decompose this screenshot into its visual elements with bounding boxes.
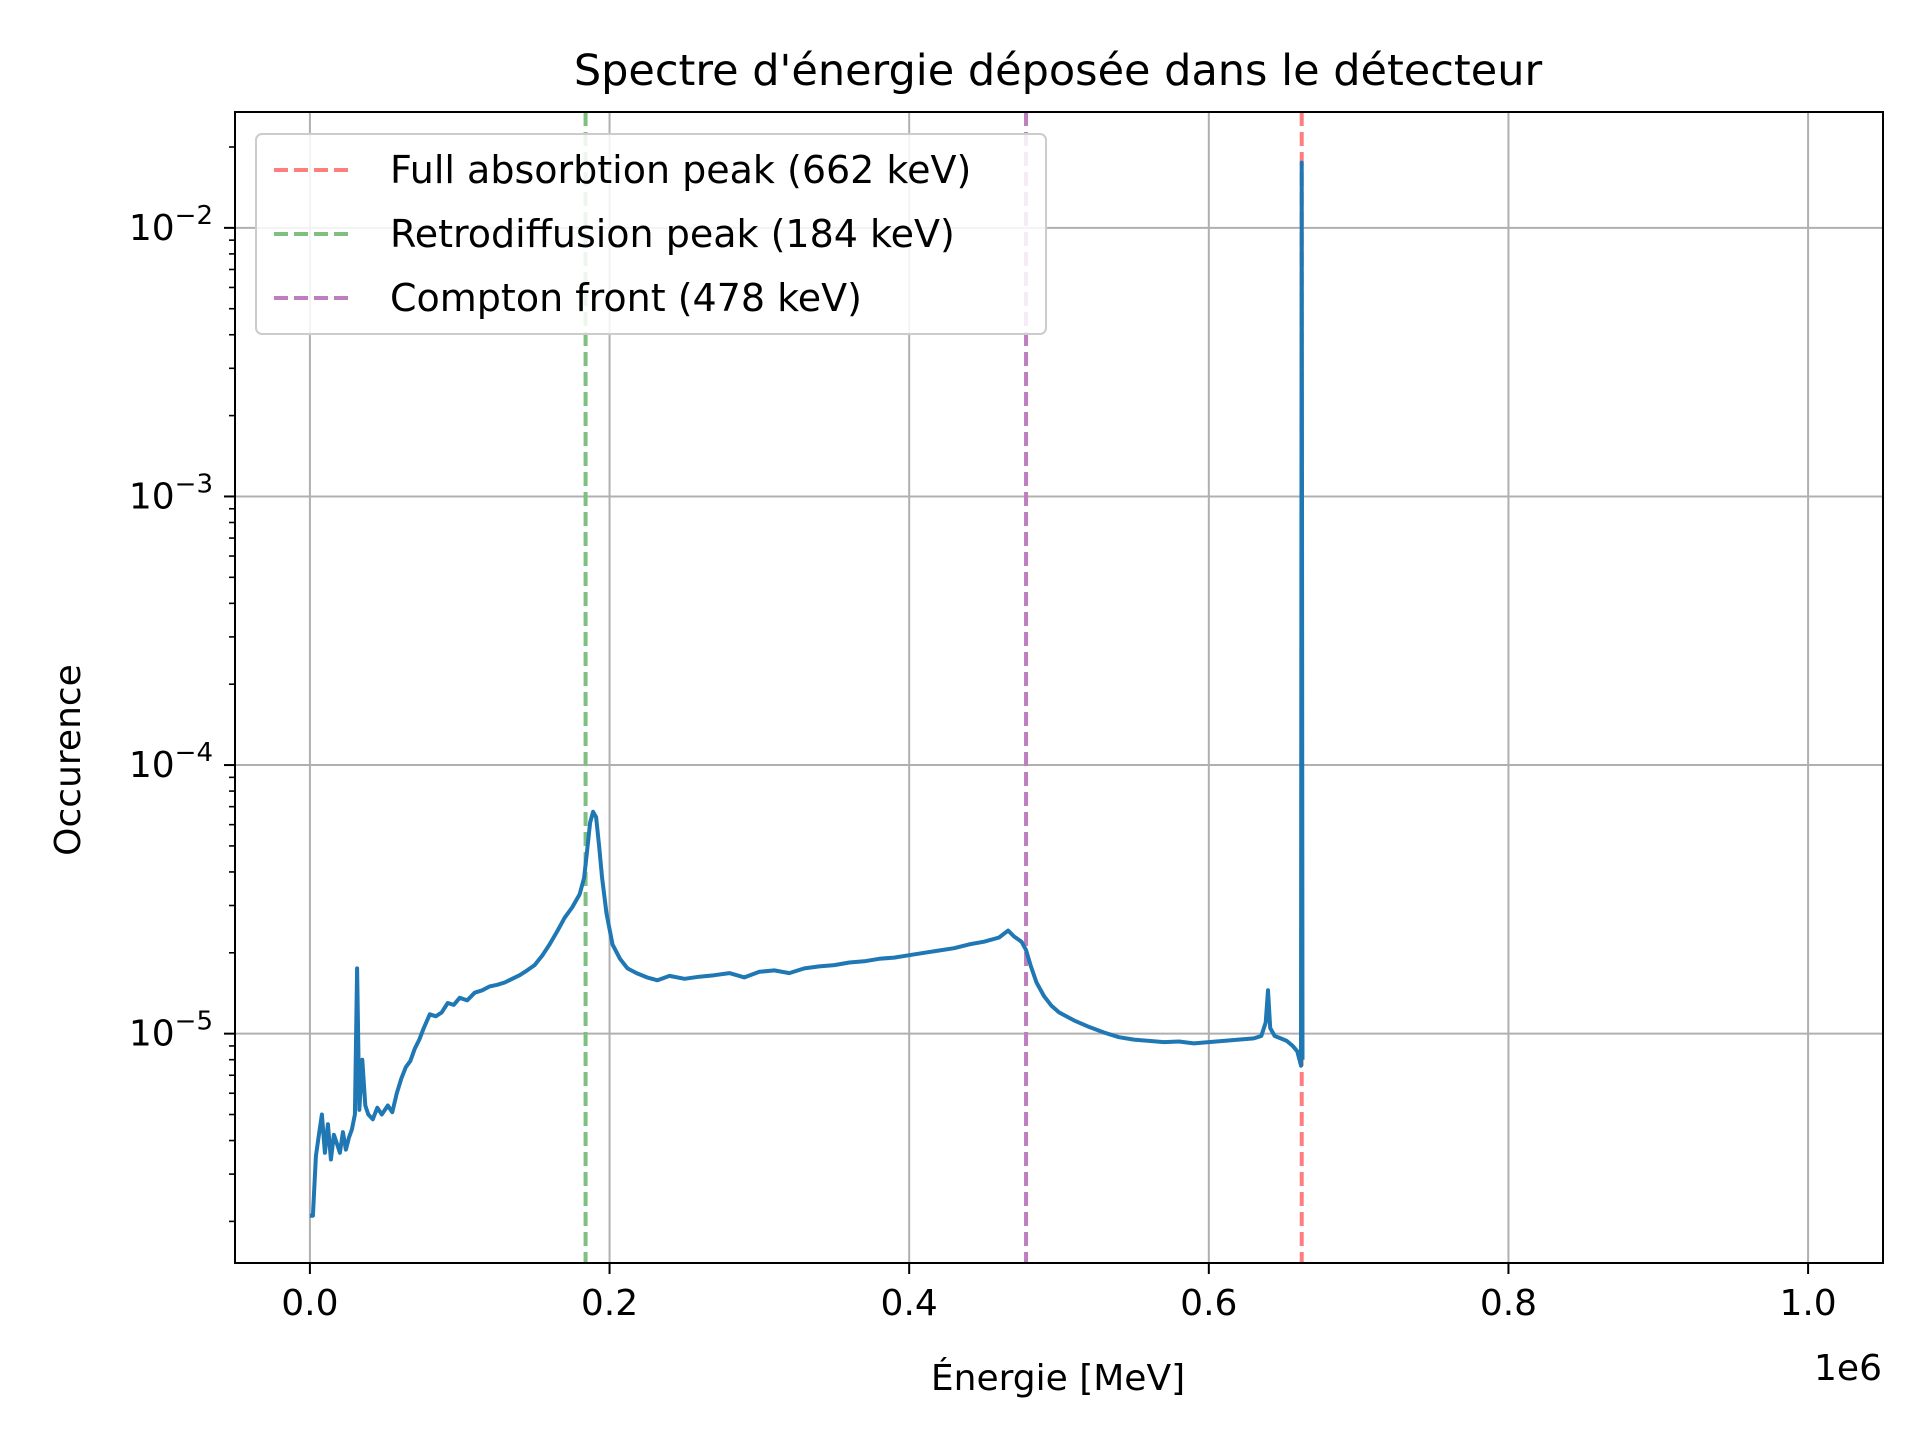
y-tick-label: 10−3 (129, 469, 213, 517)
legend-box (255, 133, 1047, 335)
legend-label: Retrodiffusion peak (184 keV) (390, 212, 955, 256)
axes-layer: 0.0 0.2 0.4 0.6 0.8 1.0 10−5 10−4 10−3 10−2 (129, 111, 1884, 1324)
legend: Full absorbtion peak (662 keV) Retrodiffu… (255, 133, 1047, 335)
x-axis-label: Énergie [MeV] (931, 1357, 1185, 1399)
y-axis-label: Occurence (48, 664, 89, 856)
x-tick-label: 0.2 (581, 1283, 638, 1324)
y-tick-label: 10−5 (129, 1007, 213, 1055)
y-tick-label: 10−4 (129, 738, 213, 786)
plot-frame (234, 111, 1884, 1264)
x-tick-label: 0.8 (1480, 1283, 1537, 1324)
x-tick-label: 0.0 (281, 1283, 338, 1324)
x-axis-offset-label: 1e6 (1814, 1348, 1882, 1389)
x-tick-label: 0.6 (1180, 1283, 1237, 1324)
series-layer (309, 160, 1305, 1218)
chart-title: Spectre d'énergie déposée dans le détect… (574, 46, 1543, 96)
y-tick-label: 10−2 (129, 201, 213, 249)
legend-label: Compton front (478 keV) (390, 276, 862, 320)
legend-label: Full absorbtion peak (662 keV) (390, 148, 971, 192)
x-tick-label: 0.4 (881, 1283, 938, 1324)
spectrum-series-line (309, 160, 1305, 1218)
x-tick-label: 1.0 (1779, 1283, 1836, 1324)
